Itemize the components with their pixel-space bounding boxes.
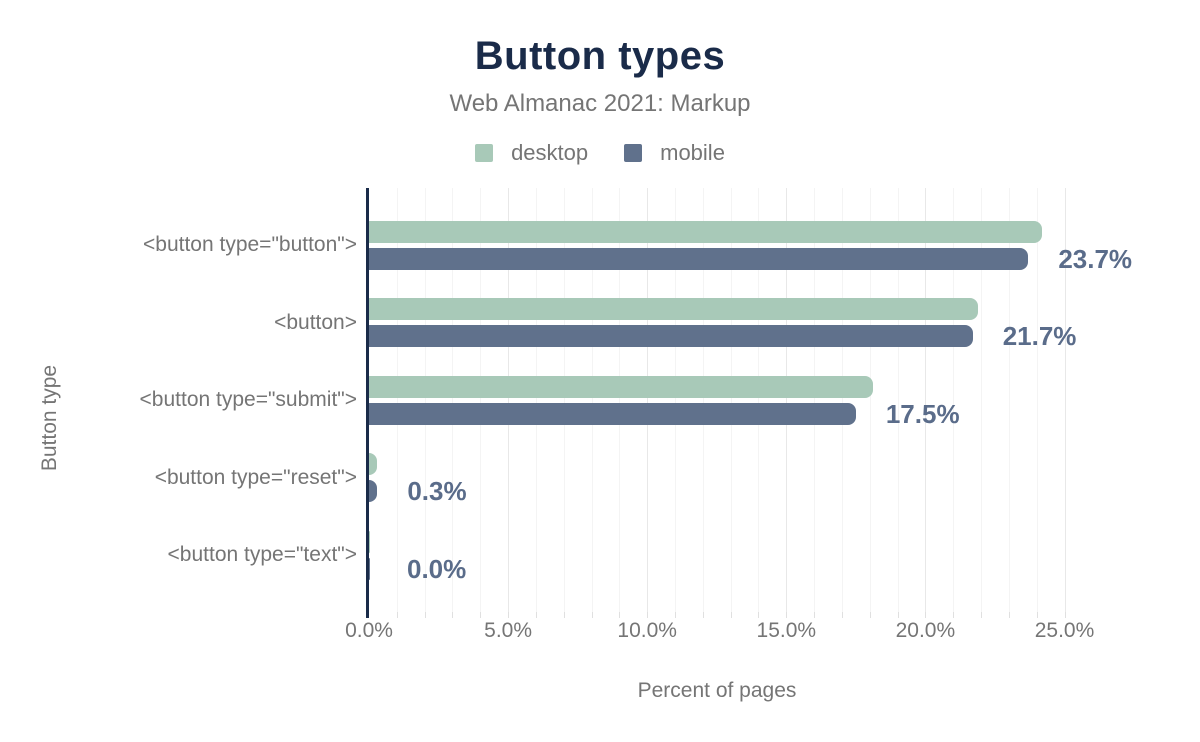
gridline-1pct	[396, 188, 398, 612]
x-tick-mark	[424, 612, 426, 618]
value-label-row1: 23.7%	[1058, 243, 1133, 274]
gridline-21pct	[953, 188, 955, 612]
chart-title: Button types	[474, 34, 726, 78]
x-tick-mark	[841, 612, 843, 618]
x-tick-mark	[953, 612, 955, 618]
gridline-20pct	[925, 188, 927, 612]
gridline-8pct	[591, 188, 593, 612]
x-tick-mark	[702, 612, 704, 618]
bar-desktop-row4[interactable]	[369, 453, 378, 475]
x-tick-label-15.0%: 15.0%	[756, 619, 817, 642]
gridline-9pct	[619, 188, 621, 612]
category-label-row3: <button type="submit">	[139, 388, 357, 411]
category-label-row5: <button type="text">	[167, 543, 357, 566]
x-tick-mark	[591, 612, 593, 618]
x-tick-mark	[869, 612, 871, 618]
chart-subtitle: Web Almanac 2021: Markup	[449, 90, 751, 117]
desktop-swatch-icon	[475, 144, 494, 162]
gridline-24pct	[1036, 188, 1038, 612]
category-label-row2: <button>	[274, 310, 357, 334]
bar-desktop-row5[interactable]	[369, 530, 370, 553]
bar-desktop-row3[interactable]	[369, 375, 873, 398]
gridline-10pct	[647, 188, 649, 612]
gridline-6pct	[535, 188, 537, 612]
x-tick-mark	[1008, 612, 1010, 618]
gridline-23pct	[1008, 188, 1010, 612]
x-tick-label-25.0%: 25.0%	[1034, 619, 1095, 642]
gridline-14pct	[758, 188, 760, 612]
value-label-row3: 17.5%	[885, 398, 960, 429]
value-label-row4: 0.3%	[407, 476, 467, 506]
bar-mobile-row5[interactable]	[369, 557, 370, 580]
bar-mobile-row1[interactable]	[369, 247, 1029, 270]
x-tick-mark	[1036, 612, 1038, 618]
x-tick-mark	[452, 612, 454, 618]
bar-mobile-row3[interactable]	[369, 402, 856, 425]
x-tick-label-0.0%: 0.0%	[345, 619, 393, 642]
bar-mobile-row2[interactable]	[369, 325, 973, 347]
category-label-row4: <button type="reset">	[154, 465, 357, 489]
x-tick-mark	[647, 612, 649, 618]
gridline-18pct	[869, 188, 871, 612]
x-tick-mark	[396, 612, 398, 618]
gridline-4pct	[480, 188, 482, 612]
category-label-row1: <button type="button">	[143, 233, 357, 256]
mobile-swatch-icon	[624, 144, 643, 162]
x-tick-mark	[563, 612, 565, 618]
gridline-19pct	[897, 188, 899, 612]
x-tick-mark	[619, 612, 621, 618]
gridline-17pct	[841, 188, 843, 612]
x-tick-label-10.0%: 10.0%	[617, 619, 677, 642]
x-tick-mark	[814, 612, 816, 618]
gridline-2pct	[424, 188, 426, 612]
gridline-5pct	[508, 188, 510, 612]
x-tick-label-20.0%: 20.0%	[895, 619, 956, 642]
gridline-22pct	[981, 188, 983, 612]
gridline-3pct	[452, 188, 454, 612]
x-tick-mark	[1064, 612, 1066, 618]
bar-desktop-row2[interactable]	[369, 298, 979, 320]
gridline-16pct	[814, 188, 816, 612]
x-tick-mark	[730, 612, 732, 618]
gridline-7pct	[563, 188, 565, 612]
legend-item-mobile: mobile	[624, 140, 725, 166]
legend-label-mobile: mobile	[660, 140, 725, 165]
gridline-25pct	[1064, 188, 1066, 612]
x-tick-mark	[480, 612, 482, 618]
x-tick-mark	[786, 612, 788, 618]
legend-item-desktop: desktop	[475, 140, 588, 166]
x-tick-mark	[508, 612, 510, 618]
x-tick-mark	[535, 612, 537, 618]
x-tick-mark	[981, 612, 983, 618]
bar-mobile-row4[interactable]	[369, 480, 378, 502]
value-label-row2: 21.7%	[1002, 321, 1077, 351]
value-label-row5: 0.0%	[407, 553, 467, 584]
legend: desktop mobile	[0, 140, 1200, 166]
x-tick-mark	[897, 612, 899, 618]
gridline-15pct	[786, 188, 788, 612]
y-axis-category-labels: <button type="button"> <button> <button ty…	[0, 188, 357, 612]
gridline-12pct	[702, 188, 704, 612]
gridline-11pct	[675, 188, 677, 612]
y-axis-baseline	[366, 188, 369, 618]
x-tick-label-5.0%: 5.0%	[484, 619, 533, 642]
x-tick-mark	[758, 612, 760, 618]
plot-area: 23.7% 21.7% 17.5% 0.3% 0.0%	[369, 188, 1155, 612]
x-tick-mark	[925, 612, 927, 618]
gridline-13pct	[730, 188, 732, 612]
x-tick-mark	[675, 612, 677, 618]
x-axis-title: Percent of pages	[637, 679, 797, 702]
legend-label-desktop: desktop	[511, 140, 589, 165]
bar-desktop-row1[interactable]	[369, 220, 1043, 243]
